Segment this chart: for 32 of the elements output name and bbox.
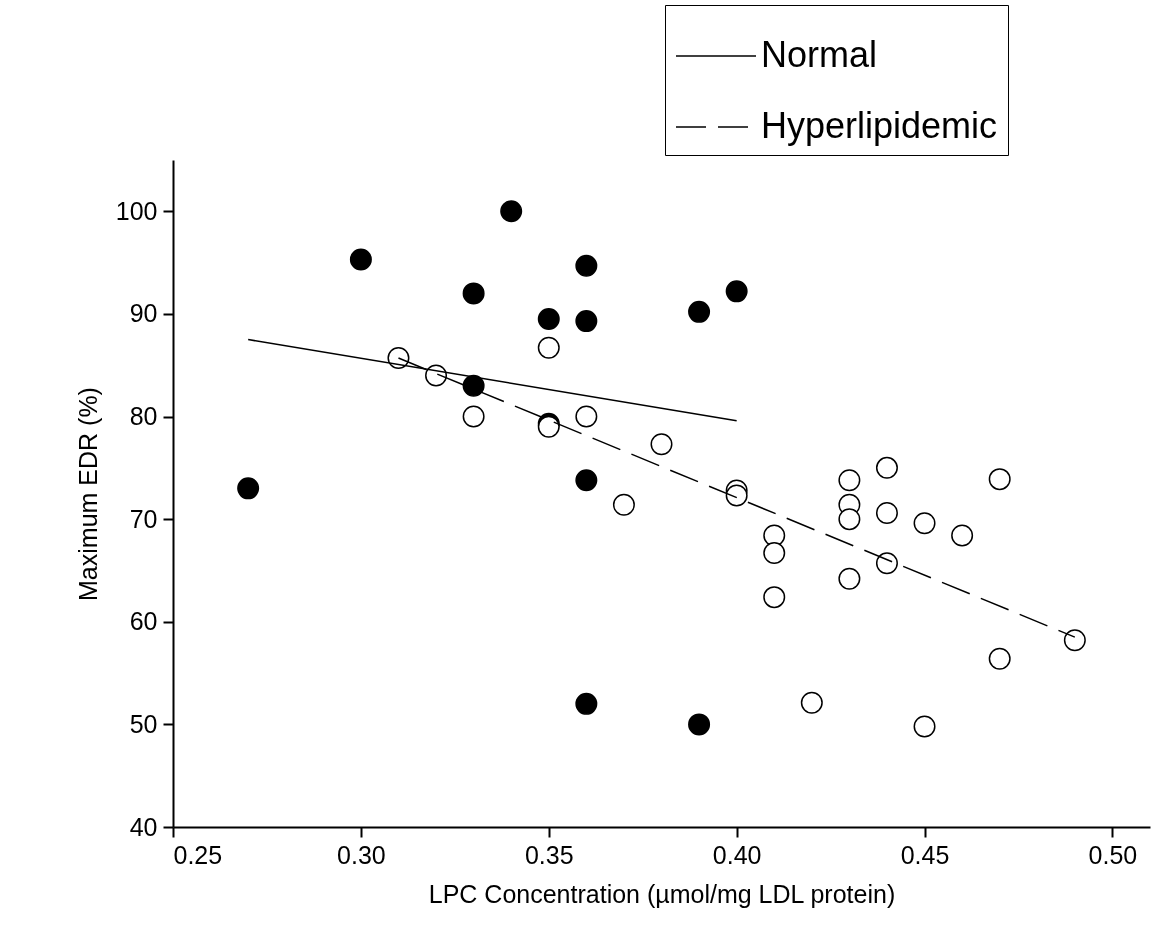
y-tick-label: 90 [129,299,158,328]
x-tick-label: 0.30 [337,840,386,869]
point [575,254,598,277]
x-tick-label: 0.45 [900,840,950,869]
point [725,280,748,303]
point [725,484,748,507]
legend-label: Hyperlipidemic [761,105,998,146]
x-axis-title: LPC Concentration (µmol/mg LDL protein) [428,879,896,908]
y-axis-title: Maximum EDR (%) [73,387,102,601]
x-tick-label: 0.50 [1088,840,1138,869]
legend-label: Normal [761,34,878,75]
y-tick-label: 70 [129,504,158,533]
point [688,300,711,323]
point [349,248,372,271]
point [462,374,485,397]
point [500,200,523,223]
point [462,282,485,305]
point [575,469,598,492]
y-tick-label: 100 [115,196,158,225]
point [237,477,260,500]
y-tick-label: 80 [129,402,158,431]
y-tick-label: 50 [129,709,158,738]
point [688,713,711,736]
point [537,308,560,331]
x-tick-label: 0.25 [173,840,223,869]
y-tick-label: 60 [129,607,158,636]
point [838,508,861,531]
y-tick-label: 40 [129,812,158,841]
x-tick-label: 0.35 [524,840,574,869]
point [575,310,598,333]
x-tick-label: 0.40 [712,840,762,869]
point [575,692,598,715]
